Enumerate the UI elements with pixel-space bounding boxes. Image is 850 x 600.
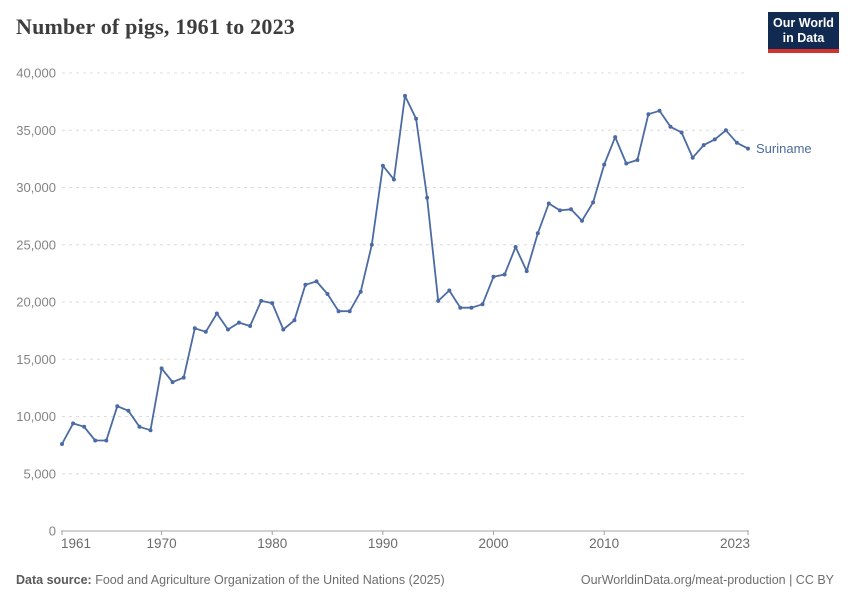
data-point[interactable] [126,408,131,413]
chart-footer: Data source: Food and Agriculture Organi… [16,573,834,587]
data-point[interactable] [214,311,219,316]
x-tick-label: 1990 [368,536,398,551]
data-point[interactable] [712,137,717,142]
data-point[interactable] [491,274,496,279]
data-source-text: Food and Agriculture Organization of the… [91,573,445,587]
data-point[interactable] [303,282,308,287]
data-point[interactable] [137,424,142,429]
data-point[interactable] [624,161,629,166]
data-point[interactable] [104,438,109,443]
data-source-label: Data source: [16,573,92,587]
data-point[interactable] [524,269,529,274]
owid-logo-line1: Our World [773,15,834,30]
x-tick-label: 1961 [61,536,91,551]
data-point[interactable] [546,201,551,206]
data-point[interactable] [569,207,573,212]
credit-link[interactable]: OurWorldinData.org/meat-production | CC … [580,573,834,587]
data-point[interactable] [436,298,441,303]
data-point[interactable] [414,116,419,121]
chart-line[interactable] [61,95,749,445]
y-tick-label: 40,000 [16,66,56,81]
data-point[interactable] [347,309,352,314]
data-point[interactable] [237,320,241,325]
data-point[interactable] [203,329,208,334]
data-point[interactable] [93,438,98,443]
data-point[interactable] [646,112,651,117]
data-point[interactable] [591,200,596,205]
data-point[interactable] [723,128,728,133]
y-tick-label: 20,000 [16,295,56,310]
data-point[interactable] [447,288,452,293]
data-point[interactable] [635,158,640,162]
data-point[interactable] [746,146,750,151]
data-point[interactable] [82,424,87,429]
data-point[interactable] [192,326,197,331]
y-tick-label: 0 [49,524,56,539]
data-point[interactable] [403,93,407,98]
data-point[interactable] [314,279,319,284]
data-point[interactable] [159,366,164,371]
data-point[interactable] [602,162,607,167]
data-point[interactable] [613,135,618,140]
data-point[interactable] [148,428,153,433]
x-tick-label: 1970 [147,536,177,551]
data-point[interactable] [690,155,695,160]
data-point[interactable] [502,272,507,277]
data-point[interactable] [380,163,385,168]
data-point[interactable] [734,140,739,145]
data-point[interactable] [557,208,562,213]
data-point[interactable] [325,292,330,296]
data-point[interactable] [226,327,230,332]
y-tick-label: 25,000 [16,237,56,252]
y-tick-label: 10,000 [16,409,56,424]
data-point[interactable] [657,108,662,113]
data-point[interactable] [535,231,540,236]
y-tick-label: 35,000 [16,123,56,138]
data-point[interactable] [170,380,175,385]
data-point[interactable] [181,375,186,380]
y-tick-label: 5,000 [23,466,56,481]
data-point[interactable] [60,442,64,446]
x-tick-label: 2000 [478,536,508,551]
y-tick-label: 30,000 [16,180,56,195]
x-tick-label: 2023 [720,536,750,551]
data-point[interactable] [259,298,264,303]
owid-logo-box: Our World in Data [768,12,839,49]
data-point[interactable] [71,421,76,426]
owid-logo[interactable]: Our World in Data [768,12,839,53]
y-tick-label: 15,000 [16,352,56,367]
data-source: Data source: Food and Agriculture Organi… [16,573,445,587]
data-point[interactable] [281,327,286,332]
data-point[interactable] [701,143,706,148]
data-point[interactable] [679,130,684,135]
x-tick-label: 2010 [589,536,619,551]
data-point[interactable] [391,177,396,182]
data-point[interactable] [580,218,584,223]
data-point[interactable] [513,245,518,249]
owid-logo-red-bar [768,49,839,53]
data-point[interactable] [668,124,673,129]
data-point[interactable] [369,242,374,247]
data-point[interactable] [358,289,363,294]
page-title: Number of pigs, 1961 to 2023 [16,14,295,39]
data-point[interactable] [480,302,485,307]
data-point[interactable] [248,324,253,328]
data-point[interactable] [336,309,341,314]
x-tick-label: 1980 [257,536,287,551]
data-point[interactable] [115,404,120,409]
data-point[interactable] [425,195,430,200]
data-point[interactable] [469,305,474,310]
entity-label-suriname[interactable]: Suriname [756,141,812,156]
data-point[interactable] [270,301,275,306]
data-point[interactable] [292,318,297,323]
data-point[interactable] [458,305,463,310]
owid-logo-line2: in Data [782,30,825,45]
